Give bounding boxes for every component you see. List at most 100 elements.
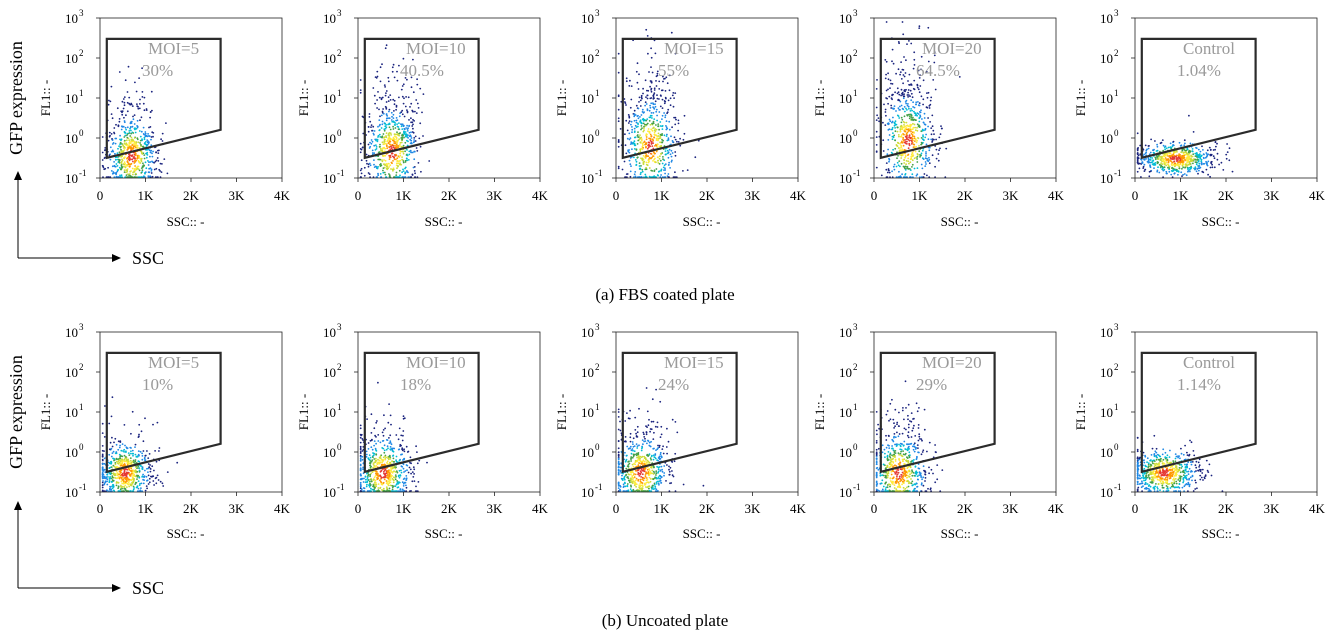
event-dot: [376, 478, 379, 481]
event-dot: [402, 170, 405, 173]
event-dot: [416, 150, 419, 152]
event-dot: [900, 134, 903, 136]
event-dot: [907, 153, 910, 156]
event-dot: [361, 450, 364, 452]
event-dot: [635, 70, 638, 73]
event-dot: [645, 134, 647, 137]
event-dot: [898, 176, 901, 178]
event-dot: [381, 135, 384, 138]
event-dot: [415, 485, 417, 488]
event-dot: [112, 486, 115, 488]
event-dot: [117, 440, 120, 443]
event-dot: [361, 438, 364, 440]
event-dot: [1213, 166, 1216, 169]
event-dot: [133, 475, 136, 477]
event-dot: [409, 456, 412, 459]
event-dot: [922, 121, 925, 124]
event-dot: [655, 124, 657, 126]
event-dot: [640, 136, 643, 139]
gate-percent: 1.04%: [1177, 61, 1221, 80]
event-dot: [407, 450, 410, 453]
event-dot: [372, 466, 374, 469]
event-dot: [382, 167, 385, 170]
event-dot: [124, 481, 127, 483]
event-dot: [374, 102, 376, 105]
event-dot: [129, 146, 132, 149]
event-dot: [111, 436, 113, 439]
event-dot: [137, 450, 140, 452]
gate-label: MOI=10: [406, 39, 466, 58]
event-dot: [402, 57, 405, 60]
event-dot: [912, 126, 915, 129]
event-dot: [140, 157, 143, 160]
event-dot: [625, 173, 628, 176]
event-dot: [387, 489, 390, 492]
event-dot: [108, 154, 111, 157]
event-dot: [402, 161, 405, 164]
event-dot: [386, 145, 388, 148]
event-dot: [904, 72, 907, 74]
event-dot: [124, 126, 127, 129]
event-dot: [900, 121, 903, 124]
event-dot: [366, 481, 368, 484]
event-dot: [1183, 173, 1186, 175]
event-dot: [1195, 147, 1198, 150]
event-dot: [118, 120, 121, 123]
event-dot: [123, 104, 126, 107]
event-dot: [131, 483, 134, 485]
event-dot: [151, 465, 154, 468]
event-dot: [908, 139, 911, 142]
event-dot: [891, 107, 894, 110]
event-dot: [657, 170, 660, 173]
event-dot: [908, 162, 910, 165]
event-dot: [101, 449, 104, 452]
event-dot: [116, 156, 118, 159]
event-dot: [1181, 164, 1184, 167]
event-dot: [907, 157, 910, 160]
event-dot: [385, 486, 388, 489]
event-dot: [381, 159, 383, 161]
event-dot: [645, 146, 647, 149]
event-dot: [107, 103, 110, 106]
event-dot: [120, 165, 123, 168]
event-dot: [407, 471, 410, 474]
event-dot: [107, 139, 110, 142]
event-dot: [1188, 156, 1191, 159]
event-dot: [632, 449, 634, 452]
event-dot: [129, 135, 132, 137]
event-dot: [405, 477, 408, 480]
event-dot: [901, 107, 904, 110]
event-dot: [893, 163, 896, 166]
event-dot: [673, 97, 675, 99]
event-dot: [114, 437, 117, 440]
event-dot: [1163, 146, 1166, 149]
y-tick-exponent: 0: [1114, 128, 1119, 138]
event-dot: [901, 118, 904, 121]
event-dot: [123, 142, 126, 145]
y-tick-exponent: 1: [337, 88, 342, 98]
event-dot: [407, 96, 410, 99]
event-dot: [912, 146, 915, 149]
event-dot: [383, 444, 386, 447]
event-dot: [664, 169, 667, 171]
event-dot: [645, 136, 648, 138]
y-tick-label: 10: [581, 171, 594, 186]
event-dot: [654, 100, 657, 103]
event-dot: [158, 447, 161, 449]
event-dot: [417, 481, 420, 483]
event-dot: [128, 159, 131, 162]
event-dot: [409, 149, 412, 152]
event-dot: [414, 135, 417, 138]
event-dot: [397, 133, 399, 136]
y-axis-label: FL1:: -: [38, 80, 53, 116]
event-dot: [369, 141, 371, 144]
event-dot: [629, 170, 632, 173]
event-dot: [402, 102, 405, 105]
gate-polygon[interactable]: [105, 37, 222, 160]
gate-polygon[interactable]: [363, 37, 480, 160]
event-dot: [916, 167, 919, 170]
event-dot: [1194, 168, 1196, 171]
gate-polygon[interactable]: [621, 37, 738, 160]
event-dot: [644, 173, 647, 176]
